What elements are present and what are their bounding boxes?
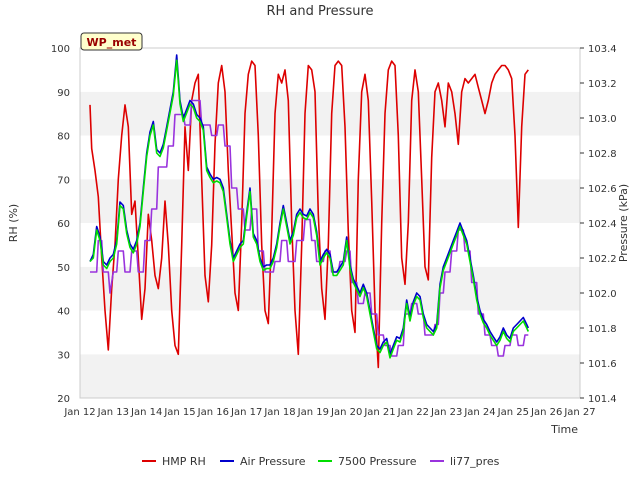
x-tick-label: Jan 14 xyxy=(130,407,162,418)
y2-tick-label: 101.4 xyxy=(588,394,617,405)
series-lines xyxy=(89,54,530,369)
y2-axis-label: Pressure (kPa) xyxy=(617,184,630,262)
y-axis-right-ticks: 101.4 101.6 101.8 102.0 102.2 102.4 102.6 102.8… xyxy=(580,44,617,405)
x-tick-label: Jan 25 xyxy=(497,407,529,418)
series-line-7500-pressure xyxy=(89,59,530,359)
legend-label: Air Pressure xyxy=(240,455,306,468)
y-axis-left-ticks: 20 30 40 50 60 70 80 90 100 xyxy=(51,44,70,405)
y2-tick-label: 101.6 xyxy=(588,359,617,370)
y2-tick-label: 102.8 xyxy=(588,149,617,160)
y-tick-label: 80 xyxy=(57,132,70,143)
x-tick-label: Jan 26 xyxy=(530,407,562,418)
x-tick-label: Jan 23 xyxy=(430,407,462,418)
series-line-hmp-rh xyxy=(89,60,529,369)
x-tick-label: Jan 12 xyxy=(63,407,95,418)
x-tick-label: Jan 27 xyxy=(563,407,595,418)
legend-label: 7500 Pressure xyxy=(338,455,417,468)
x-tick-label: Jan 13 xyxy=(97,407,129,418)
grid-band xyxy=(80,48,580,92)
y2-tick-label: 103.4 xyxy=(588,44,617,55)
y2-tick-label: 103.2 xyxy=(588,79,617,90)
grid-band xyxy=(80,354,580,398)
x-tick-label: Jan 15 xyxy=(163,407,195,418)
y-tick-label: 20 xyxy=(57,394,70,405)
x-tick-label: Jan 21 xyxy=(363,407,395,418)
y2-tick-label: 102.0 xyxy=(588,289,617,300)
x-axis-ticks: Jan 12 Jan 13 Jan 14 Jan 15 Jan 16 Jan 17 Jan … xyxy=(63,407,595,418)
legend-label: li77_pres xyxy=(450,455,500,468)
y-tick-label: 70 xyxy=(57,175,70,186)
grid-band xyxy=(80,266,580,311)
y2-tick-label: 102.2 xyxy=(588,254,617,265)
y-axis-label: RH (%) xyxy=(7,204,20,242)
y-tick-label: 30 xyxy=(57,350,70,361)
x-axis-label: Time xyxy=(550,423,578,436)
legend: HMP RH Air Pressure 7500 Pressure li77_pres xyxy=(142,455,500,468)
x-tick-label: Jan 18 xyxy=(263,407,295,418)
x-tick-label: Jan 20 xyxy=(330,407,362,418)
chart-title: RH and Pressure xyxy=(266,4,373,19)
y-tick-label: 50 xyxy=(57,263,70,274)
station-badge: WP_met xyxy=(80,32,143,51)
y-tick-label: 40 xyxy=(57,307,70,318)
y2-tick-label: 102.4 xyxy=(588,219,617,230)
grid-band xyxy=(80,91,580,136)
x-tick-label: Jan 24 xyxy=(463,407,495,418)
y-tick-label: 60 xyxy=(57,219,70,230)
y-tick-label: 90 xyxy=(57,88,70,99)
x-tick-label: Jan 16 xyxy=(197,407,229,418)
y2-tick-label: 102.6 xyxy=(588,184,617,195)
y-tick-label: 100 xyxy=(51,44,70,55)
legend-label: HMP RH xyxy=(162,455,206,468)
y2-tick-label: 101.8 xyxy=(588,324,617,335)
x-tick-label: Jan 22 xyxy=(397,407,429,418)
x-tick-label: Jan 17 xyxy=(230,407,262,418)
station-badge-label: WP_met xyxy=(87,36,137,49)
y2-tick-label: 103.0 xyxy=(588,114,617,125)
x-tick-label: Jan 19 xyxy=(297,407,329,418)
